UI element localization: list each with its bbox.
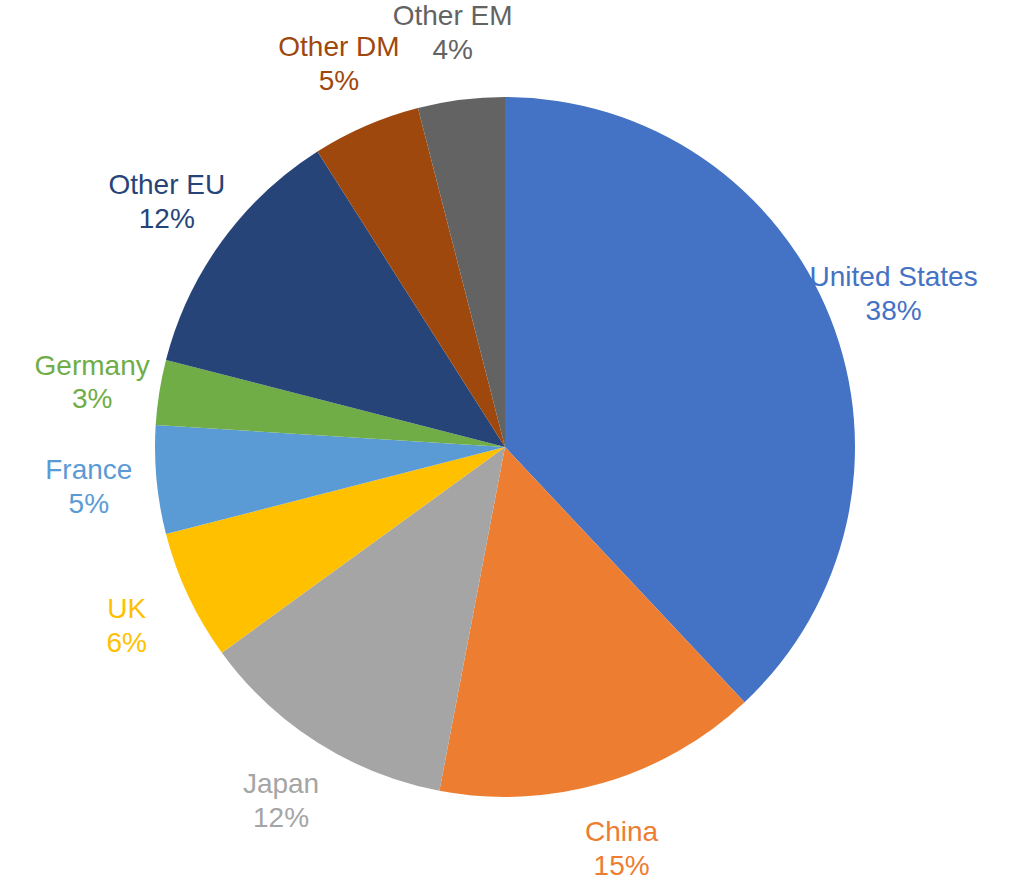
svg-text:UK6%: UK6% bbox=[107, 593, 147, 658]
svg-text:Other EM4%: Other EM4% bbox=[393, 0, 513, 65]
svg-text:United States38%: United States38% bbox=[810, 261, 978, 326]
svg-text:Japan12%: Japan12% bbox=[243, 768, 319, 833]
svg-text:China15%: China15% bbox=[585, 816, 659, 881]
svg-text:Other EU12%: Other EU12% bbox=[108, 169, 225, 234]
svg-text:Germany3%: Germany3% bbox=[35, 350, 150, 415]
svg-text:France5%: France5% bbox=[45, 454, 132, 519]
svg-text:Other DM5%: Other DM5% bbox=[278, 31, 399, 96]
